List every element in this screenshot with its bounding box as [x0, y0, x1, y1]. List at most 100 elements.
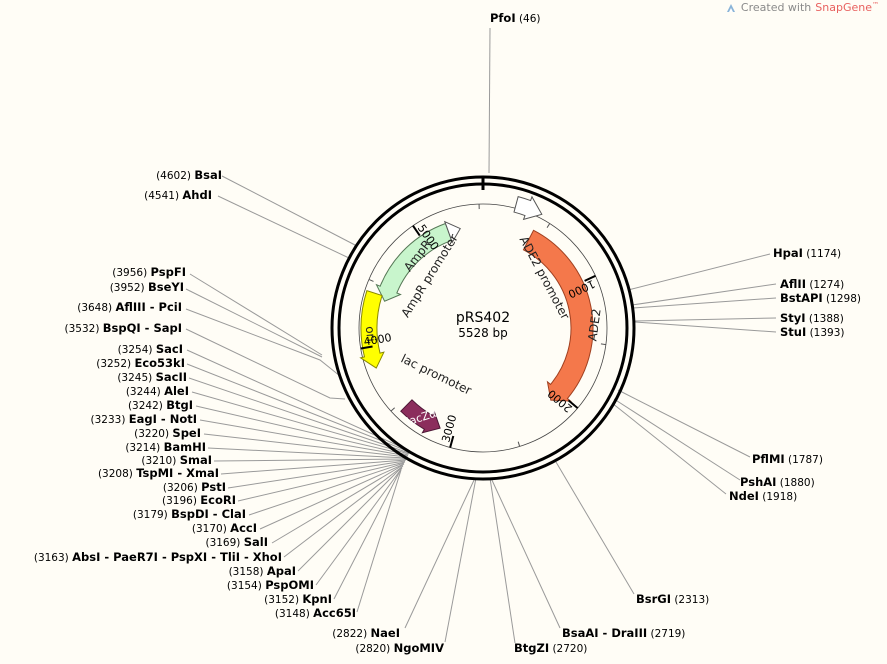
site-label-bsaai-draiii[interactable]: BsaAI - DraIII (2719) [562, 626, 685, 640]
site-name: BseYI [148, 280, 184, 294]
site-label-bstapi[interactable]: BstAPI (1298) [780, 291, 861, 305]
site-position: (3252) [96, 358, 134, 370]
leader-eagi [199, 419, 409, 457]
site-position: (3152) [264, 594, 302, 606]
site-label-aflii[interactable]: AflII (1274) [780, 277, 844, 291]
site-label-psti[interactable]: (3206) PstI [163, 480, 226, 494]
site-name: NgoMIV [394, 641, 444, 655]
leader-btgi [195, 405, 409, 456]
feature-label-ori: ori [363, 325, 379, 342]
site-name: AhdI [182, 188, 212, 202]
tick-mark-5 [412, 225, 421, 237]
leader-bspqi [185, 328, 346, 400]
site-position: (2313) [671, 594, 709, 606]
leader-absi [283, 465, 404, 558]
site-label-absi-paer7i-pspxi-tlii-xhoi[interactable]: (3163) AbsI - PaeR7I - PspXI - TliI - Xh… [34, 550, 282, 564]
site-label-spei[interactable]: (3220) SpeI [134, 426, 201, 440]
site-label-eco53ki[interactable]: (3252) Eco53kI [96, 356, 185, 370]
site-name: AflIII - PciI [115, 300, 182, 314]
site-label-pspfi[interactable]: (3956) PspFI [112, 265, 186, 279]
site-position: (3208) [98, 468, 136, 480]
leader-ecori [237, 461, 406, 502]
feature-ampr-promoter[interactable] [443, 220, 461, 244]
minor-tick [546, 223, 551, 228]
site-position: (4541) [144, 190, 182, 202]
site-label-pflmi[interactable]: PflMI (1787) [752, 452, 823, 466]
site-label-eagi-noti[interactable]: (3233) EagI - NotI [91, 412, 197, 426]
site-label-styi[interactable]: StyI (1388) [780, 311, 844, 325]
site-name: BtgZI [514, 641, 549, 655]
leader-bamhi [207, 447, 408, 459]
minor-tick [368, 278, 374, 282]
site-label-ecori[interactable]: (3196) EcoRI [162, 493, 236, 507]
site-position: (3254) [118, 344, 156, 356]
leader-apai [297, 466, 403, 572]
site-label-apai[interactable]: (3158) ApaI [229, 564, 296, 578]
site-label-tspmi-xmai[interactable]: (3208) TspMI - XmaI [98, 466, 219, 480]
feature-ade2[interactable] [522, 229, 594, 402]
site-label-kpni[interactable]: (3152) KpnI [264, 592, 332, 606]
leader-bseyi [185, 288, 323, 358]
site-position: (2720) [549, 643, 587, 655]
site-label-alei[interactable]: (3244) AleI [126, 384, 189, 398]
leader-btgzi [489, 477, 516, 644]
feature-lacz[interactable] [400, 399, 441, 434]
leader-acc65i [356, 469, 402, 613]
leader-styi [634, 317, 777, 322]
site-position: (1298) [823, 293, 861, 305]
site-position: (1787) [785, 454, 823, 466]
feature-ade2-promoter[interactable] [513, 195, 543, 221]
site-position: (1388) [806, 313, 844, 325]
site-label-pfoi[interactable]: PfoI (46) [490, 11, 541, 25]
site-position: (2719) [647, 628, 685, 640]
site-label-pshai[interactable]: PshAI (1880) [740, 475, 815, 489]
leader-spei [203, 433, 408, 458]
tick-label-4: 4000 [363, 331, 393, 348]
site-label-sacii[interactable]: (3245) SacII [117, 370, 187, 384]
site-name: BspQI - SapI [103, 321, 182, 335]
site-label-bamhi[interactable]: (3214) BamHI [125, 440, 206, 454]
site-name: PstI [201, 480, 226, 494]
site-label-btgi[interactable]: (3242) BtgI [128, 398, 193, 412]
leader-saci [186, 349, 411, 452]
site-name: PflMI [752, 452, 785, 466]
site-label-pspomi[interactable]: (3154) PspOMI [227, 578, 314, 592]
site-position: (4602) [156, 170, 194, 182]
leader-aflii [631, 283, 777, 306]
site-label-bspdi-clai[interactable]: (3179) BspDI - ClaI [133, 507, 246, 521]
site-label-bsai[interactable]: (4602) BsaI [156, 168, 222, 182]
site-label-btgzi[interactable]: BtgZI (2720) [514, 641, 587, 655]
site-position: (3242) [128, 400, 166, 412]
site-name: HpaI [773, 246, 803, 260]
site-label-hpai[interactable]: HpaI (1174) [773, 246, 841, 260]
site-label-bspqi-sapi[interactable]: (3532) BspQI - SapI [65, 321, 183, 335]
site-label-saci[interactable]: (3254) SacI [118, 342, 183, 356]
leader-ahdi [217, 195, 350, 259]
site-label-afliii-pcii[interactable]: (3648) AflIII - PciI [77, 300, 182, 314]
tick-mark-2 [567, 399, 579, 409]
site-label-ahdi[interactable]: (4541) AhdI [144, 188, 212, 202]
scale-circle [358, 203, 608, 453]
site-position: (2820) [355, 643, 393, 655]
leader-ndei [611, 402, 727, 495]
leader-bsaai [490, 477, 561, 629]
site-label-naei[interactable]: (2822) NaeI [332, 626, 400, 640]
site-name: EagI - NotI [129, 412, 197, 426]
leader-smai [213, 458, 407, 462]
site-label-acc65i[interactable]: (3148) Acc65I [275, 606, 356, 620]
site-label-smai[interactable]: (3210) SmaI [141, 453, 212, 467]
site-label-ndei[interactable]: NdeI (1918) [729, 489, 797, 503]
site-label-bseyi[interactable]: (3952) BseYI [110, 280, 184, 294]
snapgene-credit[interactable]: Created with SnapGene™ [725, 1, 879, 14]
site-position: (3220) [134, 428, 172, 440]
leader-sali [271, 464, 404, 544]
site-name: AccI [230, 521, 257, 535]
site-position: (3169) [205, 537, 243, 549]
site-position: (3245) [117, 372, 155, 384]
site-label-ngomiv[interactable]: (2820) NgoMIV [355, 641, 444, 655]
site-label-acci[interactable]: (3170) AccI [192, 521, 257, 535]
site-label-sali[interactable]: (3169) SalI [205, 535, 268, 549]
site-label-bsrgi[interactable]: BsrGI (2313) [636, 592, 709, 606]
site-label-stui[interactable]: StuI (1393) [780, 325, 845, 339]
